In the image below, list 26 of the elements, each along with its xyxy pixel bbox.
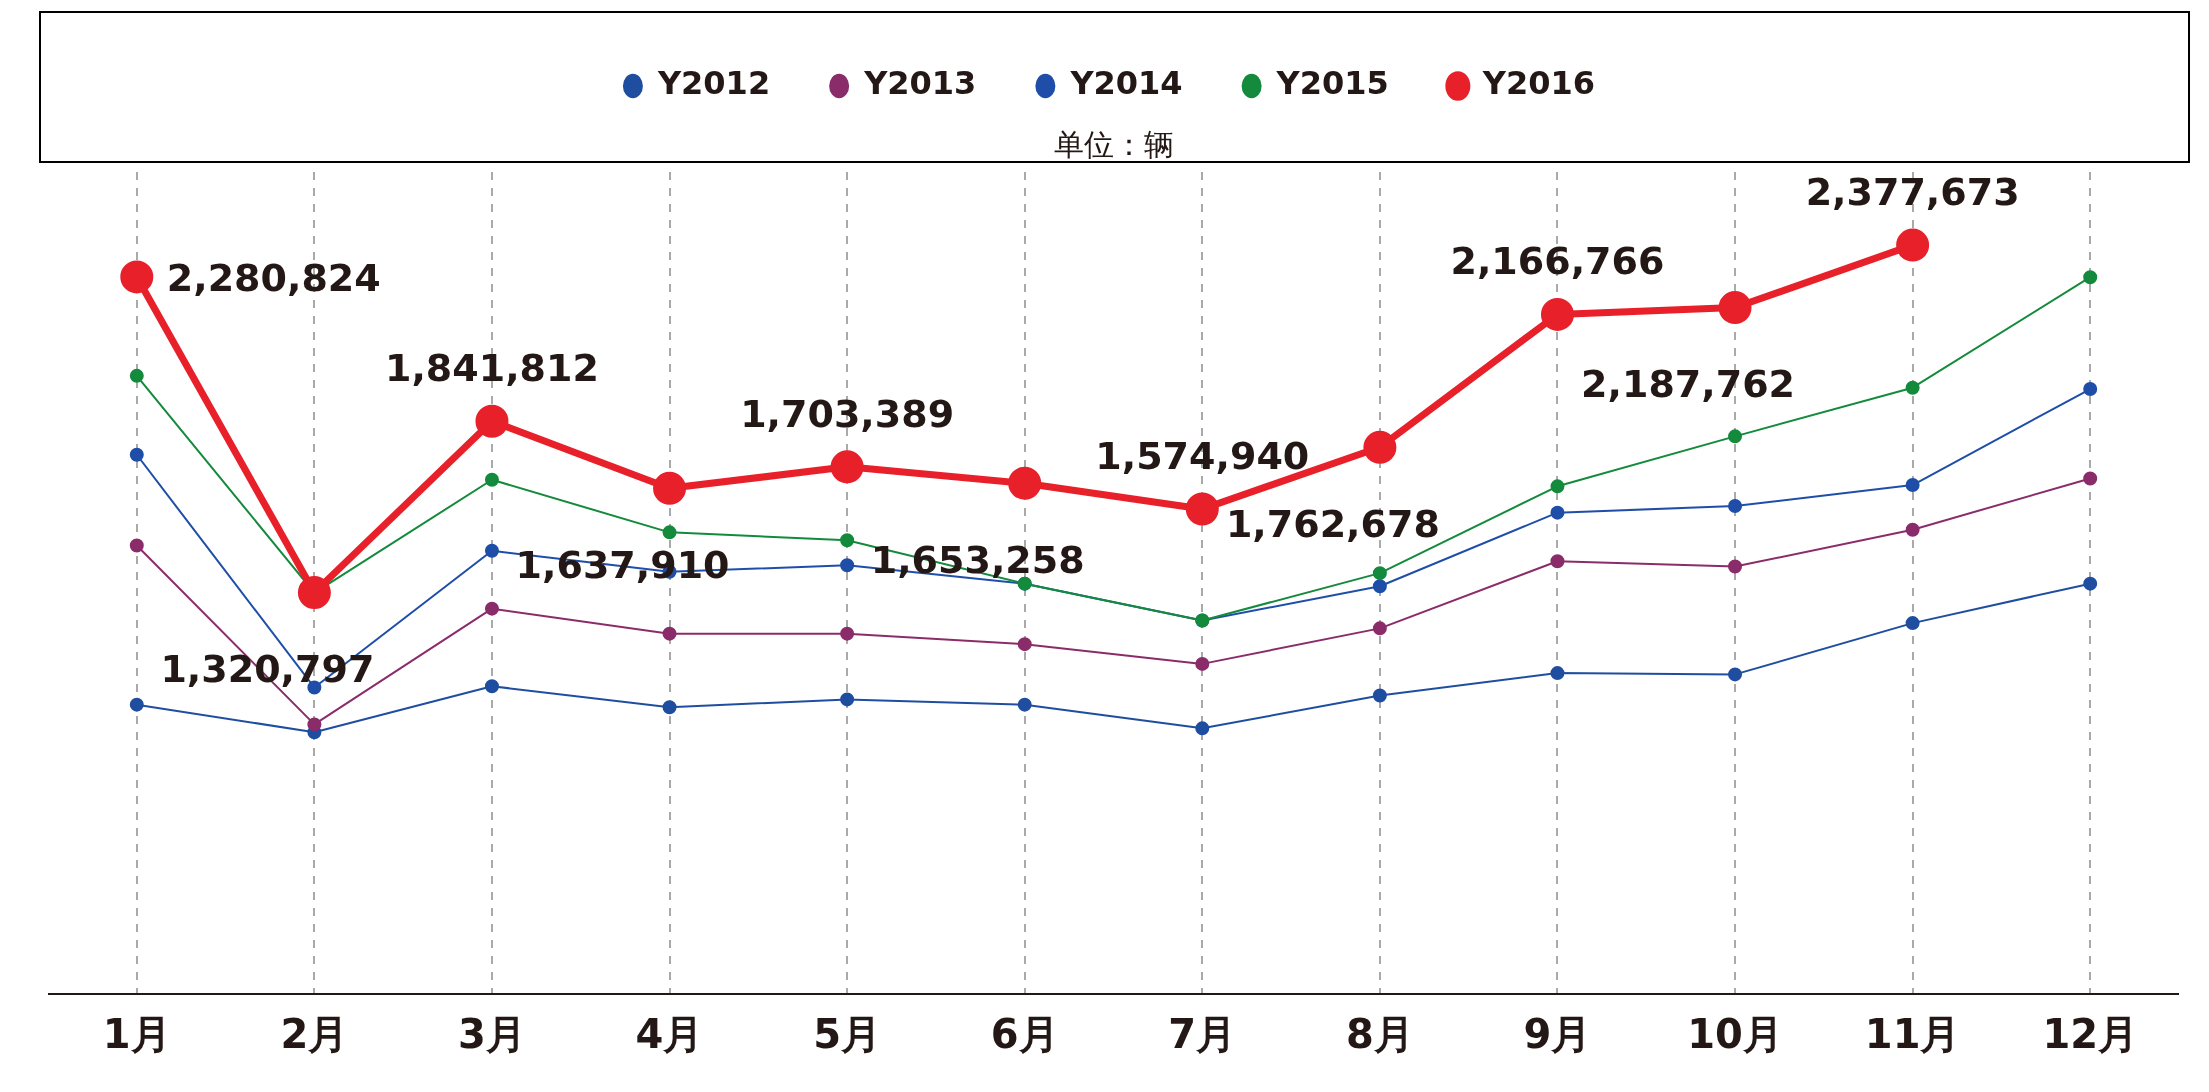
- x-tick-label: 11月: [1864, 1011, 1961, 1058]
- text: 单位：辆: [1053, 126, 1174, 162]
- x-tick-label: 9月: [1523, 1011, 1592, 1058]
- data-label: 2,166,766: [1450, 239, 1665, 284]
- data-label: 1,841,812: [384, 346, 599, 391]
- legend-label: Y2015: [1275, 64, 1389, 103]
- x-tick-label: 10月: [1687, 1011, 1783, 1058]
- data-label: 1,574,940: [1095, 433, 1310, 478]
- data-label: 1,703,389: [740, 391, 955, 436]
- x-tick-label: 5月: [813, 1011, 882, 1058]
- x-tick-label: 2月: [280, 1011, 349, 1058]
- x-tick-label: 6月: [990, 1011, 1059, 1058]
- legend-label: Y2016: [1481, 64, 1596, 103]
- data-label: 1,762,678: [1225, 502, 1440, 547]
- x-tick-label: 8月: [1345, 1011, 1414, 1058]
- x-tick-label: 7月: [1168, 1011, 1237, 1058]
- legend-label: Y2013: [863, 64, 977, 103]
- legend-label: Y2012: [656, 64, 771, 103]
- x-tick-label: 4月: [635, 1011, 704, 1058]
- data-label: 2,187,762: [1581, 362, 1796, 407]
- data-label: 2,280,824: [166, 255, 381, 300]
- legend-label: Y2014: [1069, 64, 1183, 103]
- x-tick-label: 12月: [2042, 1011, 2139, 1058]
- data-label: 2,377,673: [1805, 169, 2020, 214]
- x-tick-label: 1月: [102, 1011, 171, 1058]
- x-tick-label: 3月: [458, 1011, 526, 1058]
